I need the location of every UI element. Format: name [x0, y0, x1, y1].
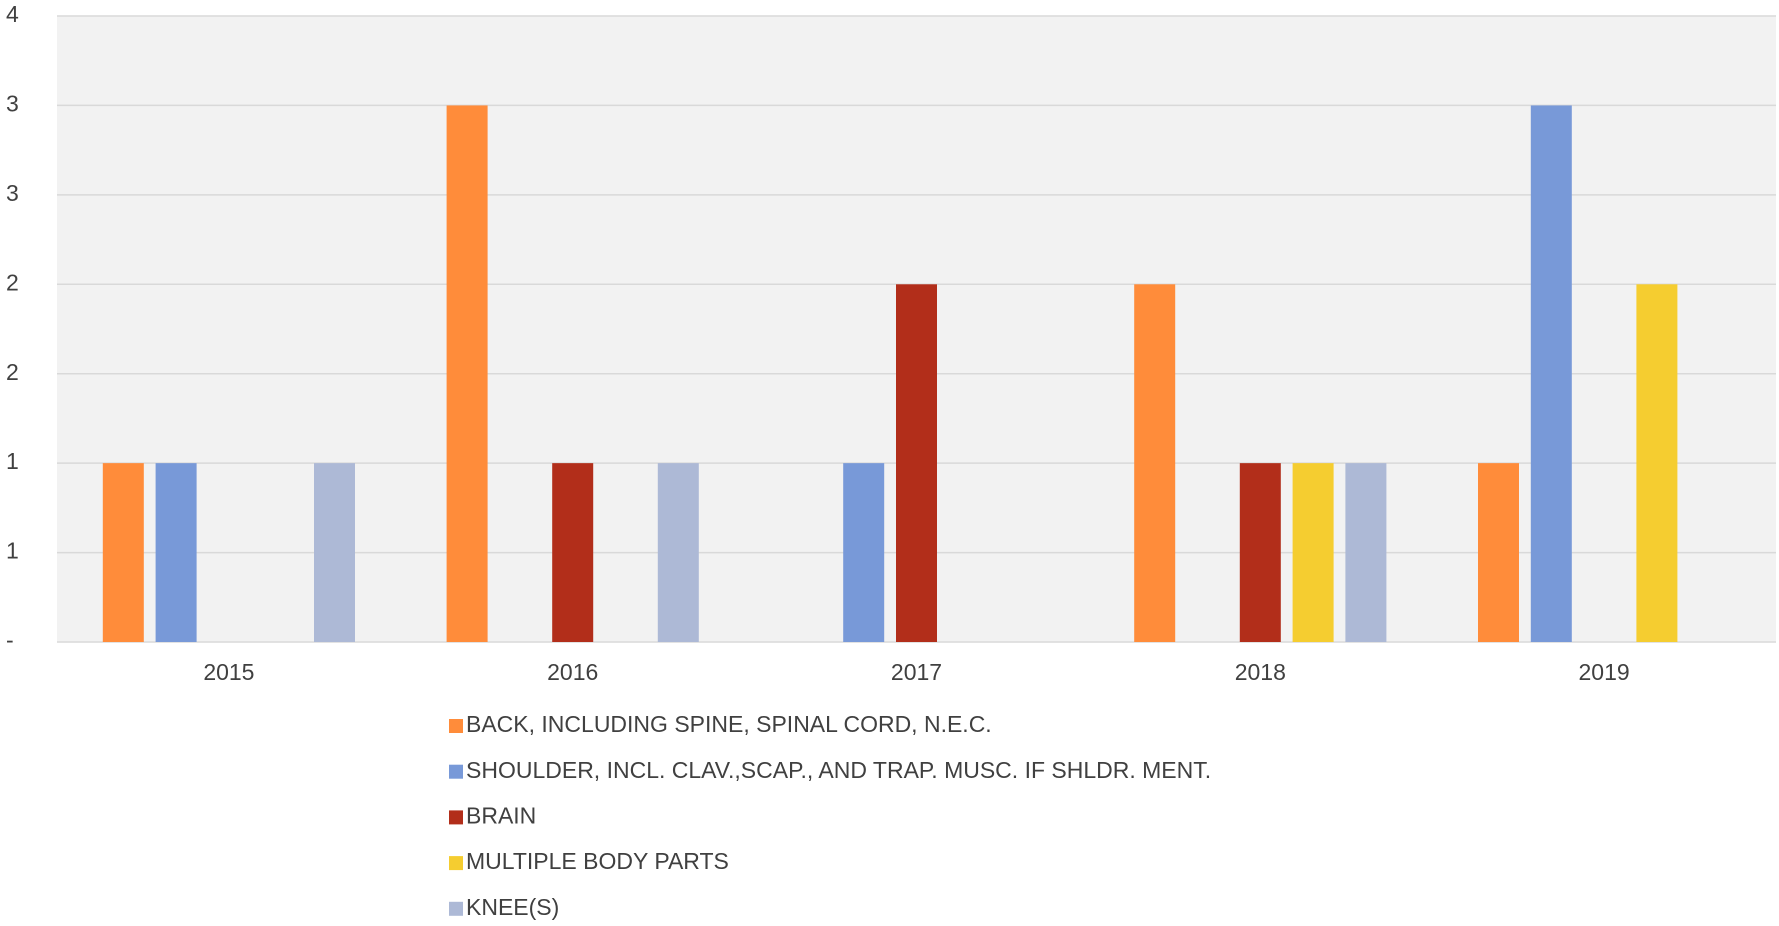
y-tick-label: - — [6, 627, 14, 653]
bar — [552, 463, 594, 642]
bar — [1530, 105, 1572, 642]
bar — [657, 463, 699, 642]
bar — [1292, 463, 1334, 642]
bar — [155, 463, 197, 642]
y-tick-label: 2 — [6, 359, 19, 385]
legend-label: BACK, INCLUDING SPINE, SPINAL CORD, N.E.… — [466, 711, 992, 737]
bar — [843, 463, 885, 642]
legend-label: SHOULDER, INCL. CLAV.,SCAP., AND TRAP. M… — [466, 757, 1211, 783]
bar — [1636, 284, 1678, 642]
y-tick-label: 3 — [6, 180, 19, 206]
bar — [1478, 463, 1519, 642]
x-tick-label: 2016 — [547, 659, 598, 685]
x-tick-label: 2019 — [1579, 659, 1630, 685]
bar — [896, 284, 937, 642]
bar — [446, 105, 488, 642]
bar — [1239, 463, 1281, 642]
legend-label: KNEE(S) — [466, 894, 559, 920]
legend-swatch — [449, 856, 463, 871]
y-tick-label: 1 — [6, 448, 19, 474]
x-tick-label: 2015 — [203, 659, 254, 685]
y-tick-label: 3 — [6, 91, 19, 117]
legend-label: BRAIN — [466, 802, 536, 828]
y-tick-label: 1 — [6, 538, 19, 564]
legend-label: MULTIPLE BODY PARTS — [466, 848, 729, 874]
legend-swatch — [449, 810, 463, 825]
legend-swatch — [449, 901, 463, 916]
bar — [1345, 463, 1387, 642]
y-tick-label: 4 — [6, 1, 19, 27]
bar — [102, 463, 144, 642]
bar — [314, 463, 355, 642]
legend-swatch — [449, 764, 463, 779]
x-tick-label: 2017 — [891, 659, 942, 685]
bar — [1134, 284, 1176, 642]
legend-swatch — [449, 719, 463, 733]
x-tick-label: 2018 — [1235, 659, 1286, 685]
y-tick-label: 2 — [6, 269, 19, 295]
